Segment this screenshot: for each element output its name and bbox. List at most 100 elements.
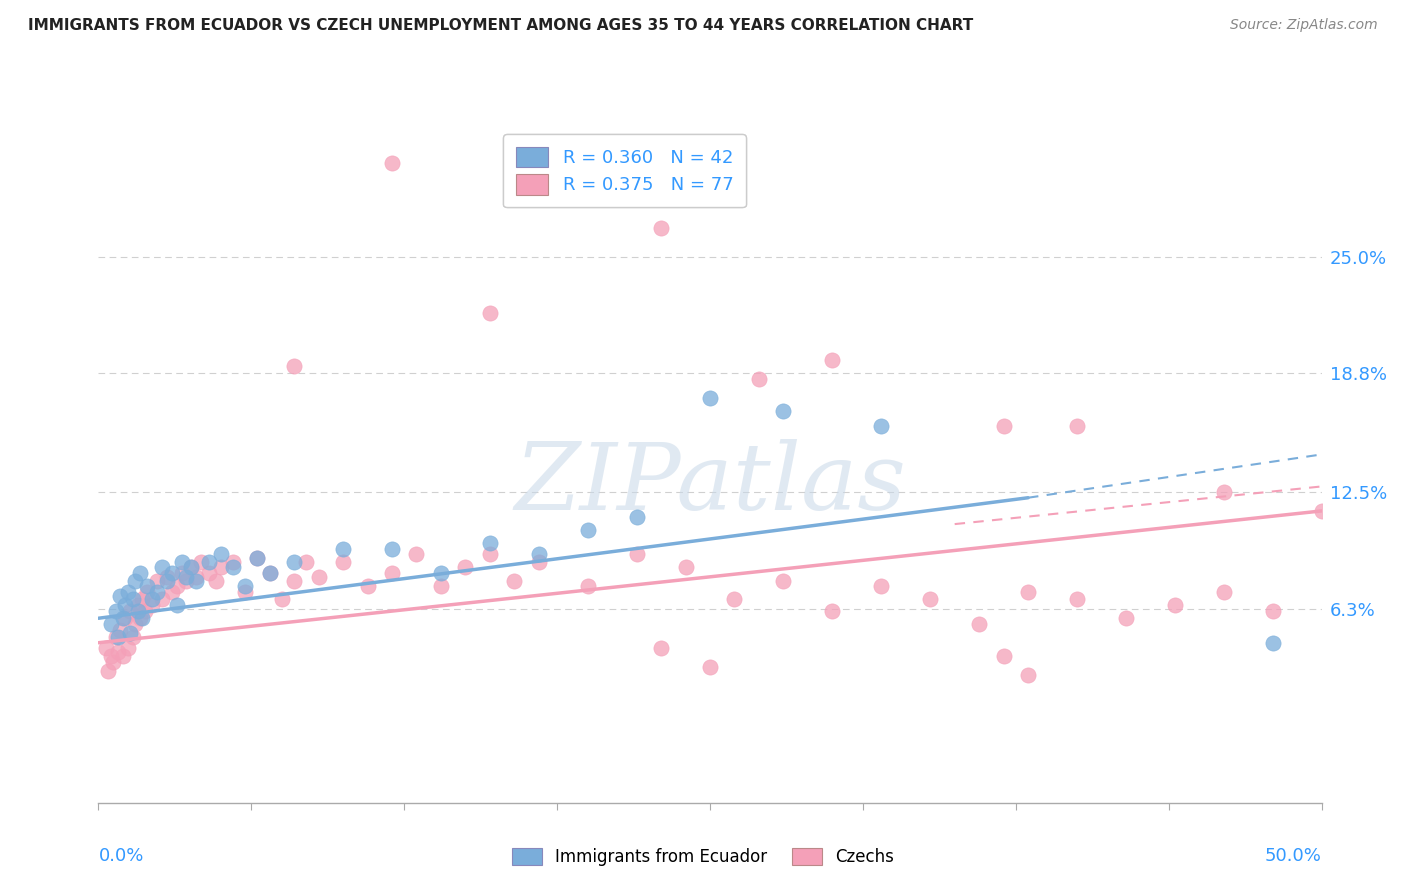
Point	[94, 641, 117, 656]
Point	[675, 560, 697, 574]
Point	[576, 579, 599, 593]
Point	[120, 626, 142, 640]
Point	[920, 592, 942, 607]
Point	[186, 570, 208, 584]
Point	[821, 604, 844, 618]
Legend: R = 0.360   N = 42, R = 0.375   N = 77: R = 0.360 N = 42, R = 0.375 N = 77	[503, 134, 747, 207]
Point	[170, 555, 193, 569]
Point	[124, 574, 146, 588]
Point	[246, 551, 269, 566]
Point	[127, 604, 149, 618]
Point	[166, 579, 188, 593]
Point	[100, 616, 122, 631]
Point	[1261, 604, 1284, 618]
Point	[114, 598, 136, 612]
Point	[821, 353, 844, 368]
Point	[156, 574, 179, 588]
Y-axis label: Unemployment Among Ages 35 to 44 years: Unemployment Among Ages 35 to 44 years	[0, 288, 7, 640]
Point	[100, 648, 122, 663]
Point	[576, 523, 599, 537]
Point	[503, 574, 526, 588]
Point	[1066, 592, 1088, 607]
Point	[993, 419, 1015, 434]
Point	[111, 648, 134, 663]
Point	[131, 592, 153, 607]
Point	[259, 566, 281, 580]
Point	[626, 547, 648, 561]
Point	[205, 574, 228, 588]
Point	[121, 592, 143, 607]
Point	[233, 585, 256, 599]
Point	[430, 566, 453, 580]
Point	[141, 598, 163, 612]
Point	[197, 555, 219, 569]
Point	[101, 655, 124, 669]
Point	[993, 648, 1015, 663]
Point	[295, 555, 318, 569]
Point	[141, 592, 163, 607]
Point	[146, 574, 169, 588]
Point	[176, 570, 198, 584]
Point	[454, 560, 477, 574]
Point	[1212, 485, 1234, 500]
Point	[356, 579, 378, 593]
Point	[197, 566, 219, 580]
Text: 0.0%: 0.0%	[98, 847, 143, 865]
Point	[120, 604, 142, 618]
Point	[772, 574, 794, 588]
Point	[1017, 667, 1039, 681]
Point	[104, 630, 127, 644]
Point	[114, 611, 136, 625]
Legend: Immigrants from Ecuador, Czechs: Immigrants from Ecuador, Czechs	[503, 840, 903, 875]
Point	[283, 574, 305, 588]
Point	[870, 579, 893, 593]
Point	[222, 560, 245, 574]
Point	[430, 579, 453, 593]
Point	[124, 616, 146, 631]
Point	[160, 566, 183, 580]
Point	[478, 536, 501, 550]
Point	[527, 555, 550, 569]
Point	[136, 579, 159, 593]
Point	[160, 585, 183, 599]
Point	[180, 560, 202, 574]
Point	[209, 547, 232, 561]
Point	[1310, 504, 1333, 518]
Point	[870, 419, 893, 434]
Point	[136, 585, 159, 599]
Point	[170, 566, 193, 580]
Point	[1212, 585, 1234, 599]
Text: ZIPatlas: ZIPatlas	[515, 439, 905, 529]
Point	[1115, 611, 1137, 625]
Point	[111, 611, 134, 625]
Point	[772, 404, 794, 418]
Point	[134, 604, 156, 618]
Point	[1164, 598, 1187, 612]
Point	[110, 623, 132, 637]
Point	[146, 585, 169, 599]
Point	[110, 589, 132, 603]
Point	[699, 391, 721, 405]
Point	[176, 574, 198, 588]
Point	[1066, 419, 1088, 434]
Point	[222, 555, 245, 569]
Point	[156, 570, 179, 584]
Point	[233, 579, 256, 593]
Point	[308, 570, 330, 584]
Point	[699, 660, 721, 674]
Point	[626, 509, 648, 524]
Point	[107, 645, 129, 659]
Point	[478, 547, 501, 561]
Point	[166, 598, 188, 612]
Point	[650, 221, 672, 235]
Point	[283, 555, 305, 569]
Point	[186, 574, 208, 588]
Point	[332, 555, 354, 569]
Point	[121, 630, 143, 644]
Point	[381, 541, 404, 556]
Point	[190, 555, 212, 569]
Point	[117, 585, 139, 599]
Point	[246, 551, 269, 566]
Point	[1017, 585, 1039, 599]
Point	[332, 541, 354, 556]
